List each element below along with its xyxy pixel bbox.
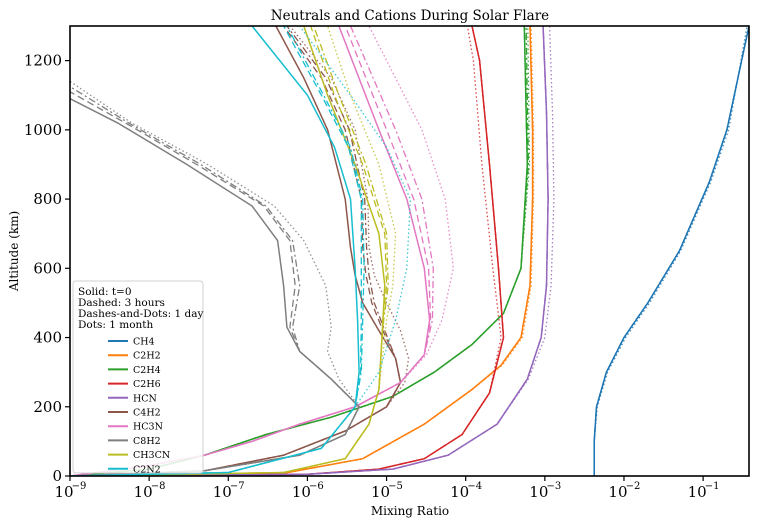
legend-label: C2H6 [133, 379, 161, 390]
series-line-hc3n-dotted [70, 26, 455, 476]
y-axis: 0 200 400 600 800 1000 1200 [24, 52, 70, 485]
legend-label: C2N2 [133, 464, 161, 475]
series-line-c2n2-dotted [70, 26, 412, 476]
legend-note: Dashed: 3 hours [78, 297, 165, 309]
x-tick-label: 10 [529, 483, 548, 501]
x-tick-exponent: −7 [230, 481, 245, 492]
x-tick-label: 10 [213, 483, 232, 501]
y-tick-label: 600 [33, 259, 62, 277]
legend-label: HCN [133, 393, 157, 404]
series-line-c8h2-dashdot [70, 86, 360, 476]
x-tick-exponent: −2 [626, 481, 641, 492]
series-line-c4h2-dashdot [70, 26, 402, 476]
x-tick-exponent: −5 [388, 481, 403, 492]
y-tick-label: 200 [33, 398, 62, 416]
series-line-ch3cn-dashdot [70, 26, 389, 476]
series-line-hcn-solid [70, 26, 549, 476]
x-tick-label: 10 [450, 483, 469, 501]
x-tick-label: 10 [371, 483, 390, 501]
series-line-ch4-solid [593, 26, 749, 476]
x-tick-exponent: −8 [151, 481, 166, 492]
y-tick-label: 1200 [24, 52, 62, 70]
chart-title: Neutrals and Cations During Solar Flare [271, 8, 549, 24]
legend-label: C8H2 [133, 436, 161, 447]
legend-items: CH4 C2H2 C2H4 C2H6 HCN C4H2 HC3N C8H2 CH3CN C2N2 [108, 337, 170, 475]
legend-label: C4H2 [133, 408, 161, 419]
legend-label: CH3CN [133, 450, 170, 461]
x-tick-label: 10 [54, 483, 73, 501]
x-axis-label: Mixing Ratio [371, 504, 449, 518]
legend-label: CH4 [133, 337, 155, 348]
x-tick-exponent: −3 [546, 481, 561, 492]
x-axis: 10−9 10−8 10−7 10−6 10−5 10−4 10−3 10−2 10−1 [54, 476, 719, 501]
x-tick-exponent: −6 [309, 481, 324, 492]
legend-note: Solid: t=0 [78, 286, 132, 298]
series-line-c4h2-dotted [70, 26, 410, 476]
legend-box [72, 280, 204, 474]
series-line-ch4-dotted [593, 26, 748, 476]
x-tick-exponent: −1 [705, 481, 720, 492]
series-line-c2h2-dashdot [70, 26, 534, 476]
plot-frame [69, 25, 750, 477]
series-line-c8h2-dotted [70, 80, 360, 476]
y-tick-label: 1000 [24, 121, 62, 139]
legend-label: C2H4 [133, 365, 161, 376]
x-tick-exponent: −4 [467, 481, 482, 492]
x-tick-exponent: −9 [72, 481, 87, 492]
legend-label: C2H2 [133, 351, 161, 362]
series-line-ch4-dashed [593, 26, 749, 476]
series-line-ch4-dashdot [593, 26, 749, 476]
series-line-c2n2-dashed [70, 26, 362, 476]
x-tick-label: 10 [134, 483, 153, 501]
legend-note: Dashes-and-Dots: 1 day [78, 308, 203, 320]
series-line-c2h2-dashed [70, 26, 534, 476]
y-tick-label: 400 [33, 329, 62, 347]
legend-label: HC3N [133, 422, 163, 433]
y-tick-label: 800 [33, 190, 62, 208]
legend-note: Dots: 1 month [78, 319, 154, 331]
x-tick-label: 10 [608, 483, 627, 501]
y-tick-label: 0 [52, 467, 62, 485]
x-tick-label: 10 [292, 483, 311, 501]
series-line-hcn-dotted [70, 26, 555, 476]
x-tick-label: 10 [688, 483, 707, 501]
series-line-c2n2-dashdot [70, 26, 365, 476]
y-axis-label: Altitude (km) [7, 211, 21, 292]
